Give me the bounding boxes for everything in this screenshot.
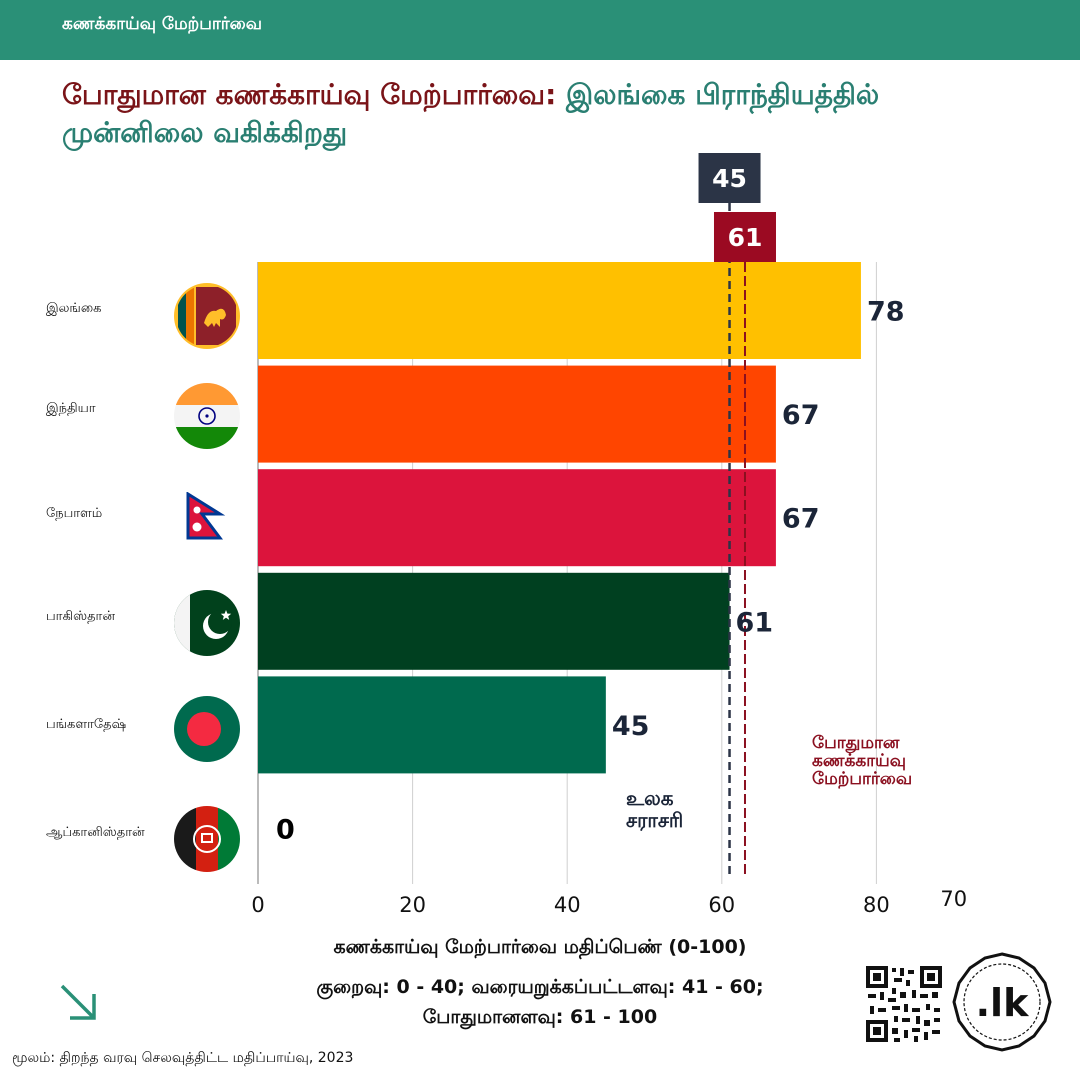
category-label-pakistan: பாகிஸ்தான் — [46, 609, 115, 624]
x-tick-20: 20 — [399, 893, 426, 917]
flag-afghanistan-icon — [174, 806, 240, 872]
category-label-afghanistan: ஆப்கானிஸ்தான் — [46, 825, 145, 840]
adequate-annotation-2: மேற்பார்வை — [812, 769, 912, 789]
x-axis-label: கணக்காய்வு மேற்பார்வை மதிப்பெண் (0-100) — [333, 936, 747, 958]
category-label-sri-lanka: இலங்கை — [46, 301, 102, 316]
value-label-4: 45 — [612, 711, 650, 742]
category-label-nepal: நேபாளம் — [46, 506, 103, 521]
top-banner: கணக்காய்வு மேற்பார்வை — [0, 0, 1080, 60]
x-tick-60: 60 — [708, 893, 735, 917]
reference-badge-0 — [698, 153, 761, 203]
flag-nepal-icon — [186, 492, 226, 540]
reference-badge-label-1: 61 — [728, 223, 763, 252]
bar-4 — [258, 676, 606, 774]
qr-code-icon — [864, 964, 944, 1044]
world-average-annotation-0: உலக — [626, 786, 674, 810]
page-title: போதுமான கணக்காய்வு மேற்பார்வை: இலங்கை பி… — [62, 76, 1022, 152]
title-part-1: போதுமான கணக்காய்வு மேற்பார்வை: — [62, 78, 567, 111]
reference-badge-label-0: 45 — [712, 164, 747, 193]
score-ranges-line-1: குறைவு: 0 - 40; வரையறுக்கப்பட்டளவு: 41 -… — [316, 976, 764, 998]
title-part-2: இலங்கை பிராந்தியத்தில் முன்னிலை வகிக்கிற… — [62, 78, 880, 149]
world-average-annotation-1: சராசரி — [626, 808, 683, 832]
value-label-1: 67 — [782, 400, 820, 431]
bar-0 — [258, 262, 861, 359]
bar-2 — [258, 469, 776, 567]
arrow-down-right-icon — [60, 984, 96, 1020]
value-label-0: 78 — [867, 297, 905, 328]
lk-logo: .lk — [952, 952, 1052, 1052]
bar-3 — [258, 572, 730, 670]
adequate-annotation-1: கணக்காய்வு — [812, 751, 906, 771]
adequate-annotation-0: போதுமான — [812, 733, 900, 753]
source-note: மூலம்: திறந்த வரவு செலவுத்திட்ட மதிப்பாய… — [12, 1050, 354, 1066]
value-label-5: 0 — [276, 815, 295, 846]
x-tick-0: 0 — [251, 893, 264, 917]
score-ranges-note: குறைவு: 0 - 40; வரையறுக்கப்பட்டளவு: 41 -… — [260, 972, 820, 1032]
value-label-3: 61 — [736, 607, 774, 638]
category-label-bangladesh: பங்களாதேஷ் — [46, 717, 127, 732]
topbar-label: கணக்காய்வு மேற்பார்வை — [62, 14, 262, 34]
category-label-india: இந்தியா — [46, 401, 96, 416]
reference-badge-1 — [713, 212, 776, 262]
bar-1 — [258, 365, 776, 463]
x-tick-40: 40 — [554, 893, 581, 917]
flag-india-icon — [174, 383, 240, 449]
flag-sri-lanka-icon — [174, 283, 240, 349]
flag-pakistan-icon — [174, 590, 240, 656]
score-ranges-line-2: போதுமானளவு: 61 - 100 — [422, 1006, 658, 1028]
logo-text: .lk — [976, 981, 1029, 1025]
x-tick-80: 80 — [863, 893, 890, 917]
x-tick-extra: 70 — [940, 887, 967, 911]
flag-bangladesh-icon — [174, 696, 240, 762]
value-label-2: 67 — [782, 504, 820, 535]
